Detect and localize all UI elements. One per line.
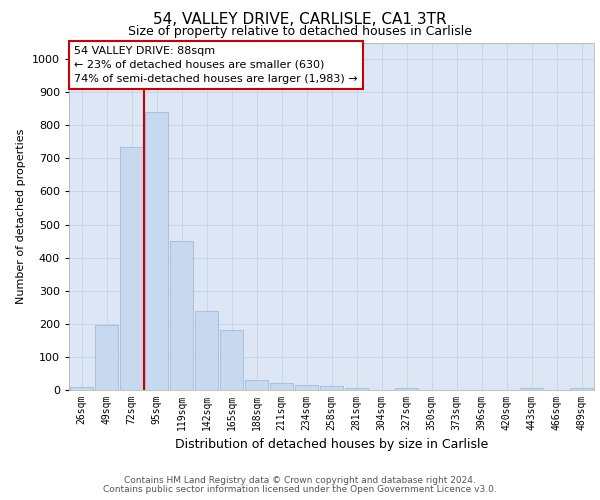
Bar: [220, 330, 244, 390]
Bar: [569, 388, 593, 390]
Bar: [170, 241, 193, 390]
Text: 54, VALLEY DRIVE, CARLISLE, CA1 3TR: 54, VALLEY DRIVE, CARLISLE, CA1 3TR: [153, 12, 447, 28]
Bar: [245, 380, 268, 390]
Bar: [295, 385, 319, 390]
Bar: [194, 310, 218, 390]
Text: Size of property relative to detached houses in Carlisle: Size of property relative to detached ho…: [128, 25, 472, 38]
X-axis label: Distribution of detached houses by size in Carlisle: Distribution of detached houses by size …: [175, 438, 488, 452]
Bar: [320, 386, 343, 390]
Bar: [344, 388, 368, 390]
Bar: [145, 112, 169, 390]
Y-axis label: Number of detached properties: Number of detached properties: [16, 128, 26, 304]
Bar: [119, 147, 143, 390]
Bar: [95, 326, 118, 390]
Text: 54 VALLEY DRIVE: 88sqm
← 23% of detached houses are smaller (630)
74% of semi-de: 54 VALLEY DRIVE: 88sqm ← 23% of detached…: [74, 46, 358, 84]
Text: Contains HM Land Registry data © Crown copyright and database right 2024.: Contains HM Land Registry data © Crown c…: [124, 476, 476, 485]
Bar: [395, 388, 418, 390]
Text: Contains public sector information licensed under the Open Government Licence v3: Contains public sector information licen…: [103, 485, 497, 494]
Bar: [70, 386, 94, 390]
Bar: [269, 384, 293, 390]
Bar: [520, 388, 544, 390]
